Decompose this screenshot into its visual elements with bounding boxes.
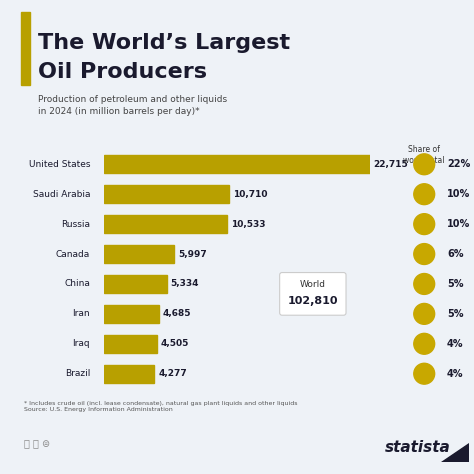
Text: Brazil: Brazil bbox=[64, 369, 90, 378]
Bar bbox=[104, 185, 229, 203]
Text: 5,997: 5,997 bbox=[178, 249, 207, 258]
Text: United States: United States bbox=[28, 160, 90, 169]
Text: 5,334: 5,334 bbox=[171, 280, 199, 289]
Text: 4,685: 4,685 bbox=[163, 310, 191, 319]
Text: 10%: 10% bbox=[447, 189, 470, 199]
Text: 4%: 4% bbox=[447, 369, 464, 379]
Text: Iran: Iran bbox=[73, 310, 90, 319]
Bar bbox=[104, 335, 157, 353]
Bar bbox=[104, 245, 174, 263]
Text: Canada: Canada bbox=[56, 249, 90, 258]
Text: statista: statista bbox=[384, 440, 450, 455]
Text: 10,533: 10,533 bbox=[231, 219, 266, 228]
Text: 4,277: 4,277 bbox=[158, 369, 187, 378]
Text: Saudi Arabia: Saudi Arabia bbox=[33, 190, 90, 199]
Bar bbox=[104, 275, 167, 293]
Bar bbox=[104, 365, 154, 383]
Bar bbox=[104, 215, 228, 233]
Text: Iraq: Iraq bbox=[73, 339, 90, 348]
Text: 10,710: 10,710 bbox=[233, 190, 268, 199]
Text: 10%: 10% bbox=[447, 219, 470, 229]
Bar bbox=[104, 155, 370, 173]
Text: 102,810: 102,810 bbox=[288, 296, 338, 307]
Text: Oil Producers: Oil Producers bbox=[38, 62, 207, 82]
Text: 4%: 4% bbox=[447, 339, 464, 349]
Bar bbox=[104, 305, 159, 323]
Text: Share of
world total: Share of world total bbox=[403, 145, 445, 164]
Text: * Includes crude oil (incl. lease condensate), natural gas plant liquids and oth: * Includes crude oil (incl. lease conden… bbox=[24, 401, 297, 412]
Text: Russia: Russia bbox=[61, 219, 90, 228]
Text: Production of petroleum and other liquids
in 2024 (in million barrels per day)*: Production of petroleum and other liquid… bbox=[38, 95, 227, 116]
Text: Ⓒ Ⓘ ⊜: Ⓒ Ⓘ ⊜ bbox=[24, 438, 50, 448]
Text: World: World bbox=[300, 280, 326, 289]
Text: 4,505: 4,505 bbox=[161, 339, 189, 348]
Polygon shape bbox=[441, 443, 469, 462]
Text: The World’s Largest: The World’s Largest bbox=[38, 33, 290, 53]
Text: 5%: 5% bbox=[447, 309, 464, 319]
Text: 6%: 6% bbox=[447, 249, 464, 259]
Text: 5%: 5% bbox=[447, 279, 464, 289]
Text: 22,715: 22,715 bbox=[374, 160, 409, 169]
Text: China: China bbox=[64, 280, 90, 289]
Text: 22%: 22% bbox=[447, 159, 470, 169]
